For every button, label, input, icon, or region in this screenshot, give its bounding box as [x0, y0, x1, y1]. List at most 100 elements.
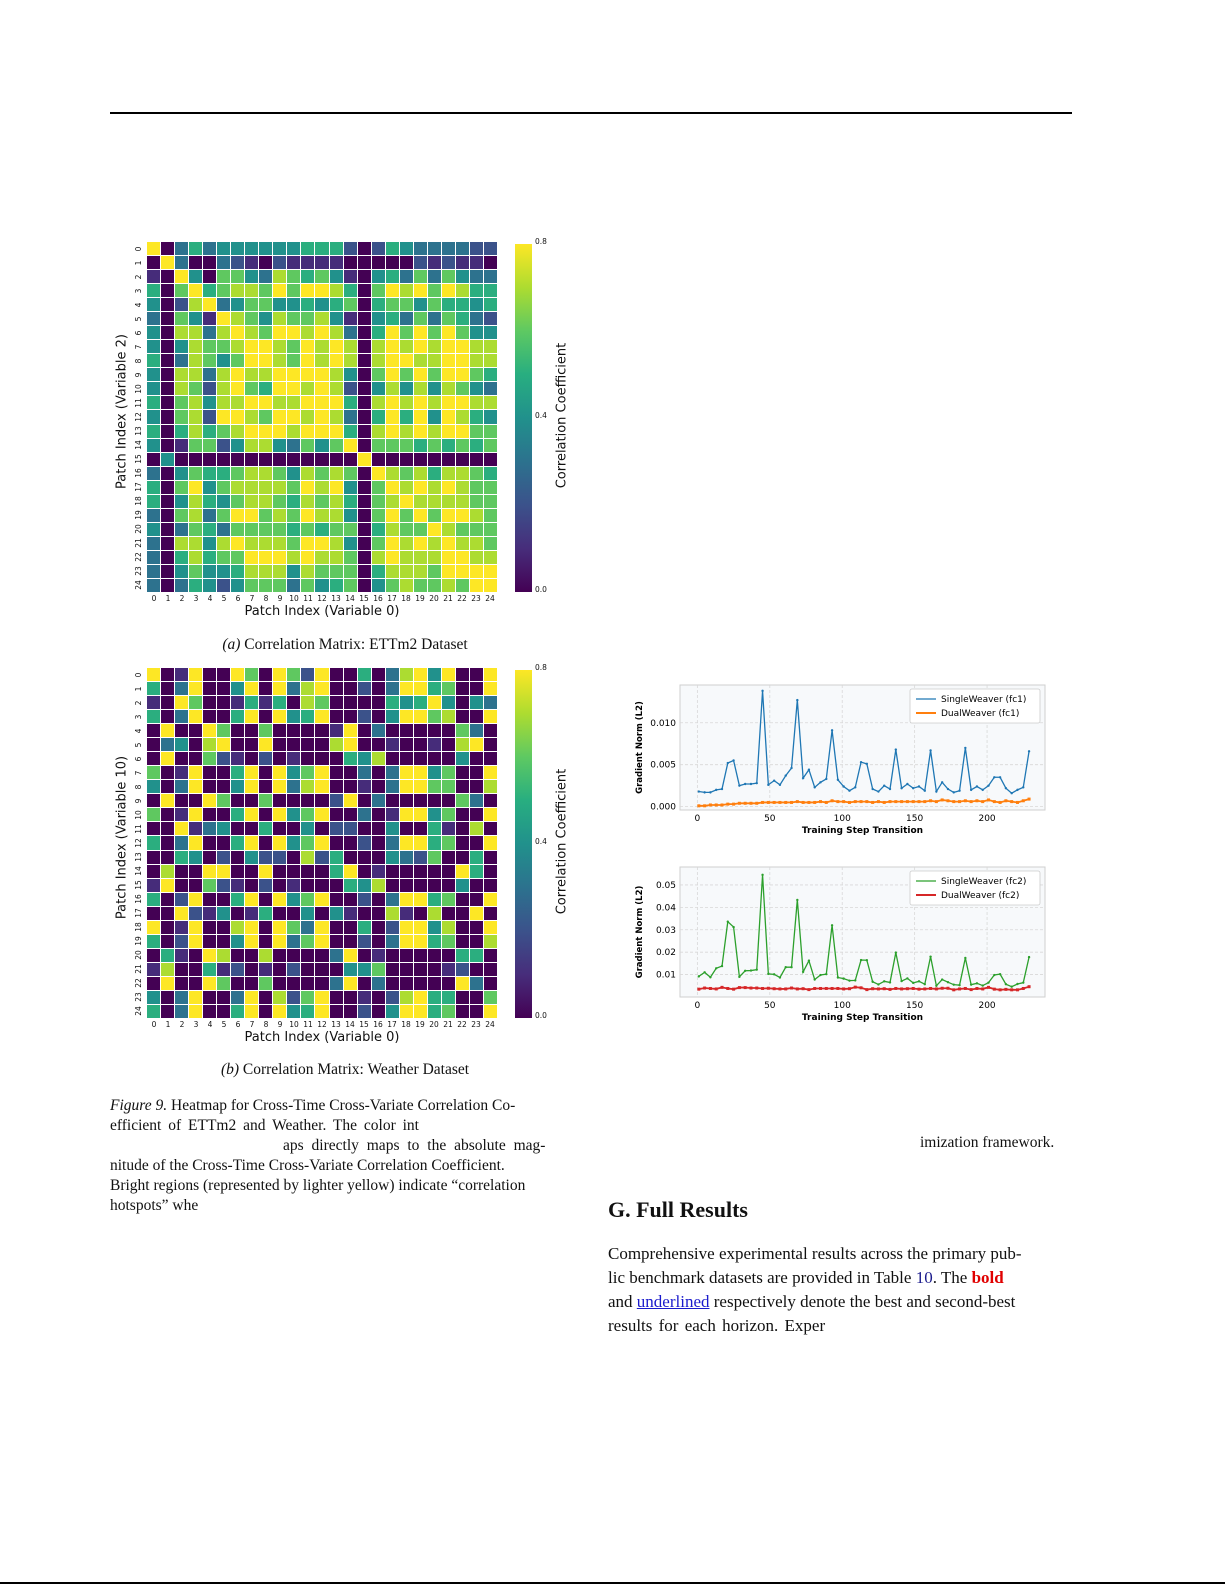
heatmap-cell	[315, 298, 329, 312]
heatmap-cell	[245, 948, 259, 962]
heatmap-cell	[427, 284, 441, 298]
heatmap-cell	[175, 410, 189, 424]
heatmap-cell	[217, 780, 231, 794]
heatmap-cell	[203, 808, 217, 822]
heatmap-cell	[245, 494, 259, 508]
heatmap-cell	[371, 522, 385, 536]
heatmap-cell	[357, 808, 371, 822]
heatmap-cell	[189, 934, 203, 948]
heatmap-cell	[315, 284, 329, 298]
heatmap-cell	[371, 836, 385, 850]
heatmap-cell	[343, 766, 357, 780]
heatmap-cell	[343, 724, 357, 738]
heatmap-cell	[189, 466, 203, 480]
y-tick-label: 10	[133, 810, 143, 820]
colorbar-tick-min: 0.0	[535, 1011, 547, 1020]
heatmap-cell	[301, 410, 315, 424]
heatmap-cell	[469, 710, 483, 724]
heatmap-cell	[427, 256, 441, 270]
heatmap-cell	[469, 270, 483, 284]
heatmap-cell	[273, 340, 287, 354]
heatmap-cell	[273, 326, 287, 340]
heatmap-cell	[245, 976, 259, 990]
heatmap-cell	[469, 990, 483, 1004]
heatmap-cell	[329, 668, 343, 682]
page-header-rule	[110, 112, 1072, 114]
heatmap-cell	[217, 410, 231, 424]
heatmap-cell	[315, 822, 329, 836]
heatmap-cell	[343, 564, 357, 578]
heatmap-cell	[175, 752, 189, 766]
x-tick-label: 1	[165, 594, 171, 603]
heatmap-cell	[147, 920, 161, 934]
para-text: and	[608, 1292, 637, 1311]
heatmap-cell	[343, 794, 357, 808]
heatmap-cell	[231, 424, 245, 438]
heatmap-cell	[287, 906, 301, 920]
heatmap-cell	[455, 836, 469, 850]
heatmap-cell	[385, 424, 399, 438]
heatmap-cell	[371, 1004, 385, 1018]
heatmap-cell	[217, 452, 231, 466]
heatmap-cell	[441, 766, 455, 780]
heatmap-y-ticks: 0 1 2 3 4 5 6 7 8 9 10 11 12 13 14 15 16 17 18 19 20 21 22 23 24	[132, 242, 144, 592]
heatmap-cell	[413, 466, 427, 480]
heatmap-cell	[245, 424, 259, 438]
heatmap-cell	[273, 794, 287, 808]
heatmap-cell	[399, 382, 413, 396]
heatmap-cell	[259, 990, 273, 1004]
y-tick-label: 10	[133, 384, 143, 394]
heatmap-cell	[315, 270, 329, 284]
heatmap-cell	[175, 766, 189, 780]
heatmap-cell	[203, 494, 217, 508]
heatmap-cell	[441, 696, 455, 710]
heatmap-cell	[385, 696, 399, 710]
heatmap-cell	[301, 564, 315, 578]
heatmap-cell	[385, 878, 399, 892]
heatmap-cell	[329, 948, 343, 962]
heatmap-cell	[161, 270, 175, 284]
heatmap-cell	[399, 836, 413, 850]
heatmap-cell	[301, 878, 315, 892]
heatmap-cell	[343, 452, 357, 466]
heatmap-cell	[343, 808, 357, 822]
heatmap-cell	[455, 1004, 469, 1018]
heatmap-cell	[259, 752, 273, 766]
heatmap-cell	[301, 522, 315, 536]
x-tick-label: 11	[303, 594, 313, 603]
heatmap-cell	[203, 794, 217, 808]
heatmap-cell	[483, 752, 497, 766]
heatmap-cell	[385, 522, 399, 536]
heatmap-cell	[175, 536, 189, 550]
heatmap-cell	[203, 522, 217, 536]
heatmap-cell	[441, 312, 455, 326]
heatmap-cell	[343, 948, 357, 962]
heatmap-cell	[399, 976, 413, 990]
heatmap-cell	[385, 396, 399, 410]
heatmap-cell	[217, 766, 231, 780]
heatmap-cell	[203, 368, 217, 382]
heatmap-cell	[343, 696, 357, 710]
heatmap-cell	[189, 696, 203, 710]
heatmap-cell	[371, 354, 385, 368]
heatmap-cell	[287, 1004, 301, 1018]
heatmap-cell	[287, 878, 301, 892]
heatmap-cell	[245, 410, 259, 424]
heatmap-cell	[231, 864, 245, 878]
heatmap-cell	[203, 962, 217, 976]
y-tick-label: 0.04	[656, 903, 676, 913]
heatmap-cell	[427, 578, 441, 592]
heatmap-cell	[469, 550, 483, 564]
heatmap-cell	[413, 920, 427, 934]
heatmap-cell	[385, 822, 399, 836]
heatmap-cell	[217, 326, 231, 340]
x-tick-label: 8	[263, 594, 269, 603]
heatmap-cell	[245, 808, 259, 822]
heatmap-cell	[413, 710, 427, 724]
heatmap-cell	[441, 410, 455, 424]
heatmap-cell	[287, 508, 301, 522]
heatmap-cell	[287, 668, 301, 682]
heatmap-cell	[273, 564, 287, 578]
table-reference-link[interactable]: 10	[915, 1268, 933, 1287]
heatmap-cell	[441, 494, 455, 508]
